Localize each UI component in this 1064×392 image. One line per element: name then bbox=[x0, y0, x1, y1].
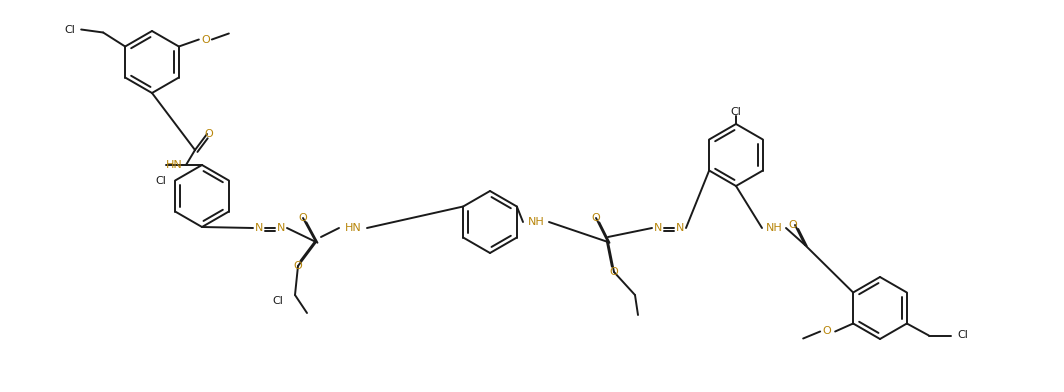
Text: HN: HN bbox=[166, 160, 182, 170]
Text: N: N bbox=[254, 223, 263, 233]
Text: N: N bbox=[676, 223, 684, 233]
Text: O: O bbox=[204, 129, 214, 139]
Text: O: O bbox=[294, 261, 302, 271]
Text: Cl: Cl bbox=[958, 330, 968, 341]
Text: NH: NH bbox=[766, 223, 782, 233]
Text: NH: NH bbox=[528, 217, 545, 227]
Text: O: O bbox=[822, 327, 832, 336]
Text: O: O bbox=[610, 267, 618, 277]
Text: O: O bbox=[592, 213, 600, 223]
Text: Cl: Cl bbox=[155, 176, 167, 185]
Text: O: O bbox=[201, 34, 211, 45]
Text: O: O bbox=[299, 213, 307, 223]
Text: N: N bbox=[277, 223, 285, 233]
Text: Cl: Cl bbox=[272, 296, 283, 306]
Text: HN: HN bbox=[345, 223, 362, 233]
Text: Cl: Cl bbox=[65, 25, 76, 34]
Text: Cl: Cl bbox=[731, 107, 742, 117]
Text: O: O bbox=[788, 220, 797, 230]
Text: N: N bbox=[653, 223, 662, 233]
